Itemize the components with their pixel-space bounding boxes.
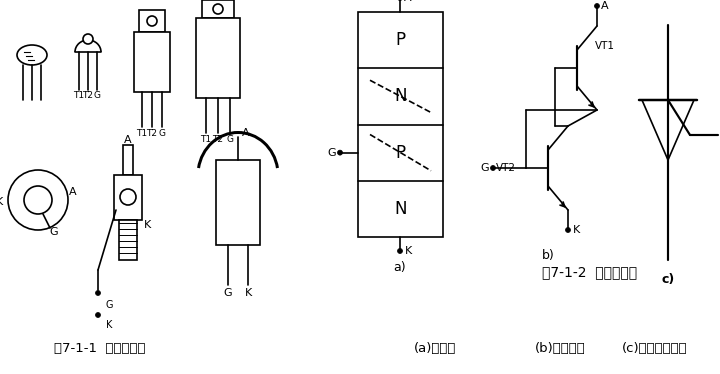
Text: (c)电路图形符号: (c)电路图形符号 [622,341,688,355]
Text: P: P [395,144,405,162]
Circle shape [595,3,600,9]
Text: G: G [481,163,490,173]
Circle shape [83,34,93,44]
Bar [202,0,234,18]
Text: G: G [106,300,114,310]
Text: A: A [124,135,132,145]
Bar [216,160,260,245]
Bar [134,32,170,92]
Circle shape [147,16,157,26]
Circle shape [565,227,570,233]
Text: G: G [94,91,101,99]
Circle shape [8,170,68,230]
Bar [114,175,142,220]
Circle shape [213,4,223,14]
Text: T1: T1 [73,91,84,99]
Text: T1: T1 [136,129,148,138]
Bar [119,220,137,260]
Bar [123,145,133,175]
Text: A: A [601,1,609,11]
Circle shape [338,150,343,155]
Text: a): a) [394,261,406,273]
Bar [139,10,165,32]
Text: (b)等效电路: (b)等效电路 [535,341,585,355]
Circle shape [120,189,136,205]
Text: K: K [106,320,112,330]
Text: T1: T1 [200,135,212,144]
Circle shape [96,291,101,295]
Text: G: G [158,129,166,138]
Circle shape [24,186,52,214]
Text: K: K [144,220,151,230]
Ellipse shape [17,45,47,65]
Circle shape [96,313,101,318]
Text: T2: T2 [212,135,223,144]
Text: b): b) [541,249,554,263]
Circle shape [490,166,495,171]
Text: T2: T2 [83,91,94,99]
Text: G: G [227,135,233,144]
Bar [196,18,240,98]
Bar [358,12,443,237]
Text: K: K [244,288,251,298]
Text: A: A [242,128,250,138]
Text: N: N [395,88,407,105]
Text: K: K [572,225,580,235]
Text: G: G [224,288,233,298]
Text: N: N [395,200,407,218]
Text: (a)结构图: (a)结构图 [414,341,456,355]
Text: K: K [0,197,3,207]
Text: c): c) [662,273,675,286]
Text: 图7-1-1  晶闸管外形: 图7-1-1 晶闸管外形 [54,341,145,355]
Text: G: G [328,148,336,157]
Text: 图7-1-2  普通晶闸管: 图7-1-2 普通晶闸管 [542,265,638,279]
Text: T2: T2 [146,129,158,138]
Text: G: G [50,227,58,237]
Text: A: A [404,0,412,3]
Text: K: K [405,246,412,256]
Text: P: P [395,31,405,49]
Text: VT2: VT2 [496,163,516,173]
Polygon shape [642,100,694,160]
Text: A: A [69,187,77,197]
Text: VT1: VT1 [595,41,615,51]
Circle shape [397,248,402,254]
